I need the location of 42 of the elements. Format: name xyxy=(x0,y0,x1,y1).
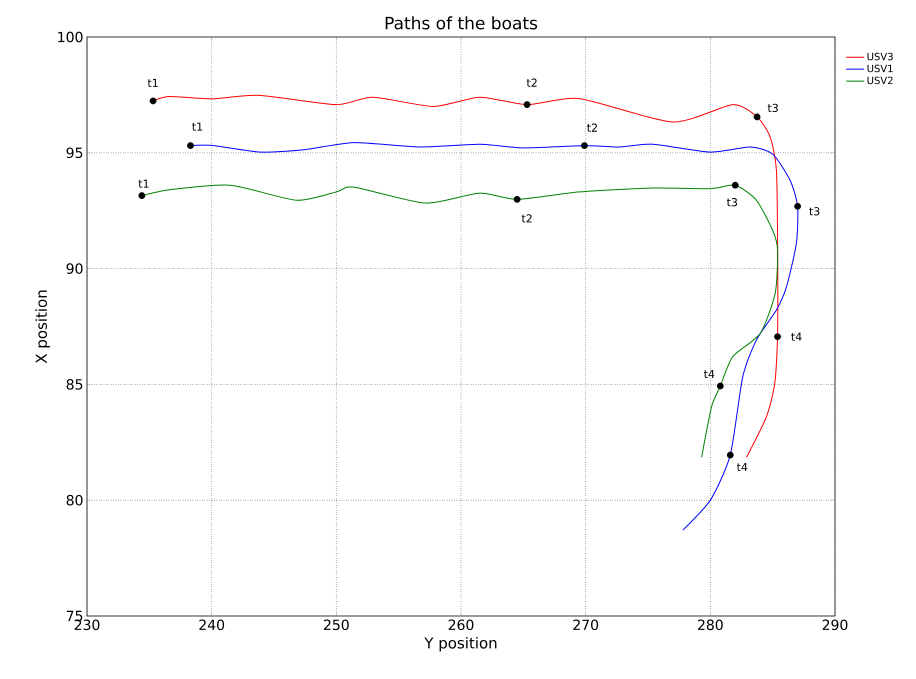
y-tick-label: 90 xyxy=(66,263,83,274)
point xyxy=(716,382,724,390)
legend-label: USV2 xyxy=(868,76,893,84)
annotation: t1 xyxy=(148,78,158,87)
annotation: t3 xyxy=(768,104,778,112)
y-tick-label: 85 xyxy=(66,379,82,390)
x-axis-title: Y position xyxy=(424,636,496,652)
point xyxy=(187,142,194,150)
x-tick-label: 280 xyxy=(698,620,723,630)
annotation: t4 xyxy=(791,332,802,341)
x-tick-label: 270 xyxy=(573,620,598,630)
x-tick-label: 240 xyxy=(199,620,224,630)
point xyxy=(732,182,739,189)
annotation: t3 xyxy=(809,207,820,216)
annotation: t2 xyxy=(522,214,532,222)
annotation: t4 xyxy=(704,370,714,378)
y-tick-label: 95 xyxy=(66,147,82,158)
legend-label: USV1 xyxy=(868,64,893,72)
legend-label: USV3 xyxy=(868,52,893,60)
y-tick-label: 100 xyxy=(58,32,83,42)
annotation: t1 xyxy=(192,122,202,131)
point xyxy=(794,202,801,210)
point xyxy=(774,333,781,340)
annotation: t2 xyxy=(587,124,597,132)
point xyxy=(726,452,734,458)
point xyxy=(514,196,520,203)
chart-title: Paths of the boats xyxy=(386,16,538,30)
annotation: t4 xyxy=(736,463,748,472)
point xyxy=(138,192,146,200)
y-tick-label: 80 xyxy=(66,494,83,506)
x-tick-label: 230 xyxy=(74,620,100,630)
y-axis-title: X position xyxy=(35,290,50,364)
annotation: t2 xyxy=(526,78,537,87)
point xyxy=(581,142,588,150)
x-tick-label: 290 xyxy=(822,620,848,630)
annotation: t3 xyxy=(726,198,738,206)
x-tick-label: 260 xyxy=(448,620,474,630)
annotation: t1 xyxy=(138,180,148,188)
point xyxy=(754,113,760,120)
x-tick-label: 250 xyxy=(324,620,349,630)
point xyxy=(524,101,530,108)
point xyxy=(150,98,156,104)
